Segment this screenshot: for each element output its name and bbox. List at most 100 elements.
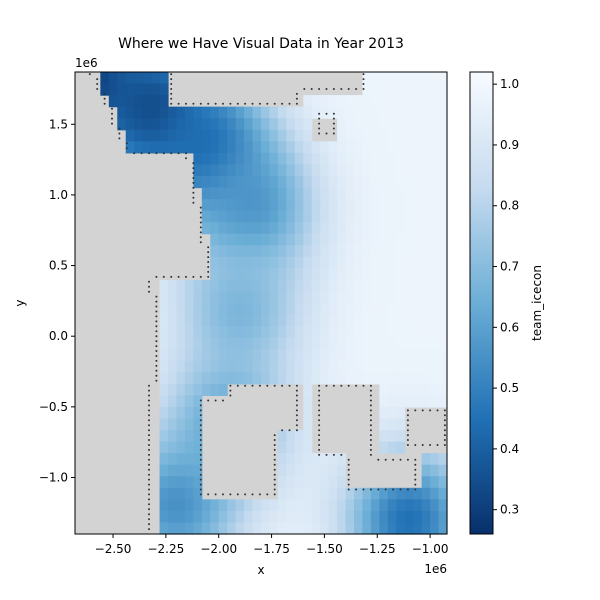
data-marker	[199, 399, 202, 402]
heatmap-cell	[404, 187, 414, 200]
colorbar-tick-label: 0.5	[500, 381, 519, 395]
heatmap-cell	[184, 499, 194, 512]
heatmap-cell	[210, 175, 220, 189]
heatmap-cell	[303, 222, 313, 235]
heatmap-cell	[261, 175, 271, 189]
heatmap-cell	[421, 279, 431, 293]
data-marker	[318, 429, 321, 432]
y-tick-label: 1.0	[49, 188, 68, 202]
colorbar-tick-label: 0.7	[500, 260, 519, 274]
heatmap-cell	[421, 118, 431, 131]
heatmap-cell	[286, 141, 296, 154]
heatmap-cell	[396, 279, 406, 293]
heatmap-cell	[413, 152, 423, 165]
heatmap-cell	[244, 152, 254, 165]
heatmap-cell	[404, 349, 414, 362]
heatmap-cell	[252, 372, 262, 385]
heatmap-cell	[159, 72, 169, 85]
heatmap-cell	[277, 152, 287, 165]
heatmap-cell	[159, 418, 169, 431]
heatmap-cell	[151, 95, 161, 108]
heatmap-cell	[184, 360, 194, 373]
data-marker	[295, 424, 298, 427]
x-axis: −2.50 −2.25 −2.00 −1.75 −1.50 −1.25 −1.00	[95, 534, 448, 556]
heatmap-cell	[193, 476, 203, 489]
heatmap-cell	[379, 395, 389, 408]
data-marker	[399, 458, 402, 461]
heatmap-cell	[396, 245, 406, 258]
heatmap-cell	[303, 152, 313, 165]
data-marker	[162, 275, 165, 278]
data-markers	[88, 73, 446, 531]
data-marker	[295, 419, 298, 422]
heatmap-cell	[370, 95, 380, 108]
heatmap-cell	[387, 499, 397, 512]
data-marker	[148, 384, 150, 387]
heatmap-cell	[387, 141, 397, 154]
data-marker	[295, 409, 298, 412]
data-marker	[443, 424, 446, 427]
heatmap-cell	[286, 175, 296, 189]
heatmap-cell	[320, 522, 330, 535]
heatmap-cell	[193, 522, 203, 535]
data-marker	[118, 127, 121, 130]
data-marker	[96, 78, 99, 81]
heatmap-cell	[176, 383, 186, 396]
heatmap-cell	[201, 349, 211, 362]
heatmap-cell	[184, 522, 194, 535]
heatmap-cell	[294, 175, 304, 189]
heatmap-cell	[354, 314, 364, 327]
heatmap-cell	[320, 268, 330, 281]
heatmap-cell	[168, 418, 178, 431]
data-marker	[207, 493, 210, 496]
heatmap-cell	[387, 406, 397, 420]
data-marker	[155, 320, 158, 323]
heatmap-cell	[227, 129, 237, 142]
heatmap-cell	[286, 118, 296, 131]
heatmap-cell	[413, 510, 423, 524]
heatmap-cell	[396, 441, 406, 454]
x-tick-label: −1.50	[306, 542, 343, 556]
colorbar-tick-label: 0.4	[500, 442, 519, 456]
data-marker	[199, 468, 202, 471]
data-marker	[148, 439, 150, 441]
data-marker	[199, 275, 202, 278]
heatmap-cell	[134, 129, 144, 142]
heatmap-cell	[396, 118, 406, 131]
heatmap-cell	[303, 106, 313, 119]
data-marker	[340, 88, 343, 90]
heatmap-cell	[379, 141, 389, 154]
heatmap-cell	[311, 326, 321, 339]
heatmap-cell	[134, 118, 144, 131]
heatmap-cell	[227, 106, 237, 119]
heatmap-cell	[328, 372, 338, 385]
heatmap-cell	[430, 106, 440, 119]
data-marker	[192, 167, 195, 170]
heatmap-cell	[294, 268, 304, 281]
data-marker	[295, 399, 298, 402]
heatmap-cell	[142, 118, 152, 131]
heatmap-cell	[184, 314, 194, 327]
heatmap-cell	[193, 441, 203, 454]
heatmap-cell	[362, 372, 372, 385]
data-marker	[340, 453, 343, 456]
heatmap-cell	[269, 187, 279, 200]
heatmap-cell	[159, 453, 169, 466]
heatmap-cell	[396, 395, 406, 408]
heatmap-cell	[277, 453, 287, 466]
heatmap-cell	[404, 72, 414, 85]
heatmap-cell	[193, 164, 203, 177]
heatmap-cell	[210, 106, 220, 119]
data-marker	[214, 399, 217, 402]
data-marker	[192, 191, 195, 194]
heatmap-cell	[320, 499, 330, 512]
heatmap-cell	[438, 210, 448, 223]
heatmap-cell	[328, 303, 338, 316]
heatmap-cell	[286, 129, 296, 142]
heatmap-cell	[362, 222, 372, 235]
heatmap-cell	[438, 245, 448, 258]
heatmap-cell	[159, 291, 169, 304]
heatmap-cell	[430, 245, 440, 258]
heatmap-cell	[210, 187, 220, 200]
heatmap-cell	[370, 487, 380, 500]
